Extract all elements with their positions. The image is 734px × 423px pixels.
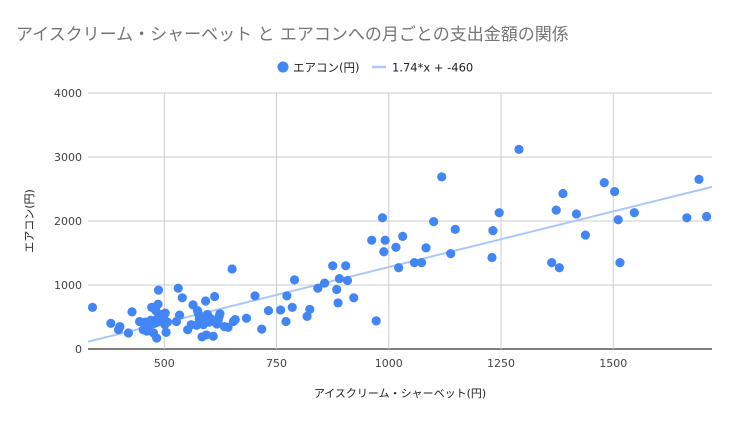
data-point	[208, 331, 218, 341]
x-tick-label: 1000	[375, 357, 403, 370]
data-point	[250, 291, 260, 301]
data-point	[257, 324, 267, 334]
y-tick-label: 4000	[54, 87, 82, 100]
x-tick-label: 750	[266, 357, 287, 370]
data-point	[227, 264, 237, 274]
data-point	[580, 230, 591, 240]
legend-label-trendline: 1.74*x + -460	[392, 61, 473, 75]
y-tick-label: 2000	[54, 215, 82, 228]
data-point	[153, 285, 164, 295]
data-point	[494, 208, 504, 218]
data-point	[609, 186, 620, 197]
data-point	[241, 313, 252, 323]
legend-label-series: エアコン(円)	[293, 61, 359, 75]
data-point	[416, 258, 427, 268]
data-point	[263, 306, 274, 316]
data-point	[115, 322, 125, 332]
data-point	[106, 318, 116, 328]
data-point	[487, 252, 497, 263]
data-point	[547, 258, 557, 268]
y-axis-label: エアコン(円)	[23, 189, 36, 253]
data-point	[87, 302, 98, 312]
data-point	[153, 299, 163, 309]
data-point	[302, 311, 312, 321]
data-point	[446, 249, 456, 259]
data-point	[558, 188, 568, 199]
data-point	[694, 174, 704, 184]
data-point	[429, 217, 439, 227]
data-point	[421, 243, 431, 253]
data-point	[123, 328, 134, 338]
legend: エアコン(円) 1.74*x + -460	[277, 61, 473, 75]
data-point	[209, 291, 220, 302]
data-point	[349, 293, 359, 303]
data-point	[571, 209, 582, 219]
y-tick-label: 0	[75, 343, 82, 356]
data-point	[328, 261, 338, 271]
data-point	[377, 213, 388, 223]
data-point	[275, 305, 286, 315]
data-point	[223, 322, 233, 332]
data-point	[127, 307, 137, 317]
x-tick-labels: 500 750 1000 1250 1500	[154, 357, 627, 370]
data-point	[305, 304, 315, 314]
data-point	[287, 302, 297, 312]
data-point	[333, 298, 343, 308]
data-point	[334, 274, 344, 284]
x-tick-label: 1500	[599, 357, 627, 370]
x-axis-label: アイスクリーム・シャーベット(円)	[314, 387, 486, 400]
data-point	[160, 308, 170, 318]
data-point	[398, 231, 408, 241]
data-point	[514, 144, 524, 154]
data-point	[319, 278, 330, 288]
data-point	[379, 247, 389, 257]
data-point	[554, 263, 564, 273]
x-tick-label: 500	[154, 357, 175, 370]
data-point	[629, 208, 639, 218]
data-point	[173, 283, 183, 293]
data-point	[409, 258, 419, 268]
gridlines	[88, 92, 712, 350]
data-point	[174, 310, 185, 320]
data-point	[215, 309, 225, 319]
data-point	[152, 333, 162, 343]
data-point	[230, 314, 240, 325]
data-point	[332, 284, 342, 295]
data-points	[87, 144, 712, 343]
data-point	[367, 235, 377, 245]
data-point	[341, 261, 351, 271]
data-point	[201, 296, 211, 306]
data-point	[281, 316, 291, 327]
data-point	[437, 172, 447, 182]
data-point	[161, 327, 171, 337]
x-tick-label: 1250	[487, 357, 515, 370]
data-point	[282, 291, 292, 301]
data-point	[394, 263, 404, 273]
y-tick-labels: 0 1000 2000 3000 4000	[54, 87, 82, 356]
data-point	[371, 316, 381, 326]
y-tick-label: 3000	[54, 151, 82, 164]
data-point	[615, 258, 625, 268]
data-point	[313, 283, 323, 293]
data-point	[391, 242, 401, 252]
chart-title: アイスクリーム・シャーベット と エアコンへの月ごとの支出金額の関係	[16, 25, 569, 45]
data-point	[162, 317, 173, 327]
data-point	[613, 215, 623, 225]
data-point	[599, 178, 609, 188]
data-point	[289, 275, 300, 285]
data-point	[342, 275, 353, 286]
data-point	[702, 211, 712, 222]
data-point	[488, 226, 498, 236]
data-point	[682, 213, 692, 223]
data-point	[380, 235, 390, 245]
y-tick-label: 1000	[54, 279, 82, 292]
data-point	[551, 205, 561, 215]
data-point	[450, 224, 460, 234]
data-point	[177, 293, 187, 303]
legend-marker-series	[277, 61, 289, 73]
